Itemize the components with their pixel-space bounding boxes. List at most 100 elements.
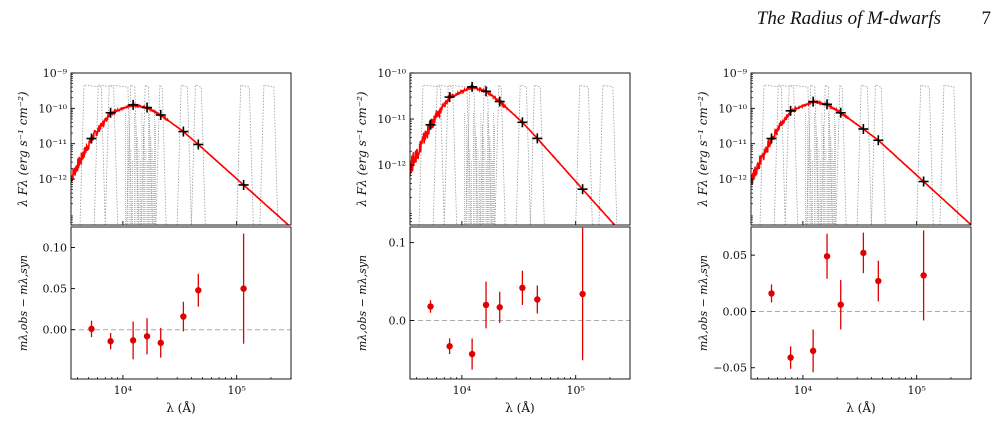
y-tick-label: 10⁻¹¹ xyxy=(377,113,406,126)
residual-point xyxy=(787,346,794,369)
photometry-point xyxy=(822,99,833,110)
x-axis-label: λ (Å) xyxy=(846,400,875,415)
residual-point xyxy=(534,285,541,314)
photometry-point xyxy=(532,133,543,144)
photometry-point xyxy=(577,184,588,195)
y-tick-label: 10⁻¹¹ xyxy=(38,138,67,151)
filter-curve xyxy=(871,84,886,225)
residual-marker xyxy=(446,343,453,350)
x-tick-label: 10⁴ xyxy=(453,384,472,397)
residual-point xyxy=(195,273,202,307)
x-axis-label: λ (Å) xyxy=(166,400,195,415)
residual-point xyxy=(180,301,187,332)
y-tick-label: 10⁻¹¹ xyxy=(718,138,747,151)
residual-marker xyxy=(579,290,586,298)
residual-marker xyxy=(875,277,882,285)
residual-marker xyxy=(768,290,775,297)
residual-y-axis-label: mλ,obs − mλ,syn xyxy=(356,255,369,351)
residual-plot-frame xyxy=(409,226,631,380)
residual-marker xyxy=(809,347,817,355)
residual-plot-frame xyxy=(750,226,972,380)
filter-curve xyxy=(259,84,279,225)
photometry-point xyxy=(105,107,116,118)
sed-panel-B: 10⁻¹⁰ 10⁻¹¹ 10⁻¹² λ Fλ (erg s⁻¹ cm⁻²) 0.0 0.1… xyxy=(355,67,631,415)
y-tick-label: 10⁻⁹ xyxy=(43,67,68,80)
filter-curve xyxy=(515,84,531,225)
filter-curve xyxy=(806,84,820,225)
y-tick-label: −0.05 xyxy=(713,362,747,375)
y-tick-label: 0.1 xyxy=(389,237,407,250)
y-tick-label: 10⁻¹² xyxy=(718,173,747,186)
flux-y-axis-label: λ Fλ (erg s⁻¹ cm⁻²) xyxy=(696,91,710,208)
residual-point xyxy=(875,260,882,302)
residual-marker xyxy=(129,337,137,344)
residual-marker xyxy=(837,301,844,308)
y-tick-label: 0.00 xyxy=(43,324,68,337)
residual-point xyxy=(920,230,927,321)
residual-marker xyxy=(88,325,95,333)
filter-curve xyxy=(432,84,458,225)
residual-marker xyxy=(157,339,164,347)
photometry-point xyxy=(918,176,929,187)
residual-marker xyxy=(860,249,867,257)
filter-curve xyxy=(126,84,140,225)
residual-point xyxy=(823,233,831,279)
photometry-point xyxy=(128,99,139,110)
photometry-point xyxy=(517,117,528,128)
filter-curve xyxy=(104,84,133,225)
photometry-point xyxy=(873,135,884,146)
x-tick-label: 10⁵ xyxy=(907,384,925,397)
photometry-point xyxy=(142,102,153,113)
photometry-point xyxy=(238,179,249,190)
residual-marker xyxy=(107,338,114,345)
model-spectrum-line xyxy=(71,102,290,225)
residual-point xyxy=(240,233,247,344)
running-title: The Radius of M-dwarfs xyxy=(756,8,941,29)
filter-curve xyxy=(939,84,959,225)
y-tick-label: 10⁻¹⁰ xyxy=(718,102,747,115)
residual-marker xyxy=(534,296,541,303)
residual-point xyxy=(837,279,844,330)
flux-y-axis-label: λ Fλ (erg s⁻¹ cm⁻²) xyxy=(16,91,30,208)
photometry-point xyxy=(86,133,97,144)
photometry-point xyxy=(155,109,166,120)
residual-marker xyxy=(519,284,526,291)
residual-point xyxy=(107,332,114,350)
filter-curve xyxy=(773,84,799,225)
residual-point xyxy=(519,270,526,305)
residual-plot-frame xyxy=(70,226,292,380)
photometry-point xyxy=(835,107,846,118)
photometry-point xyxy=(481,86,492,97)
residual-point xyxy=(129,321,137,360)
y-tick-label: 0.0 xyxy=(389,315,407,328)
filter-curve xyxy=(236,84,254,225)
residual-marker xyxy=(823,253,831,260)
y-tick-label: 10⁻¹² xyxy=(38,173,67,186)
filter-curve xyxy=(916,84,934,225)
filter-curve xyxy=(155,84,167,225)
y-tick-label: 10⁻¹⁰ xyxy=(38,102,67,115)
residual-point xyxy=(579,227,586,361)
filter-curve xyxy=(835,84,847,225)
residual-point xyxy=(482,281,490,329)
residual-marker xyxy=(496,304,503,311)
flux-plot-area xyxy=(71,84,290,225)
y-tick-label: 0.00 xyxy=(723,305,748,318)
filter-curve xyxy=(443,84,472,225)
residual-point xyxy=(809,329,817,373)
filter-curve xyxy=(856,84,872,225)
photometry-point xyxy=(178,126,189,137)
residual-point xyxy=(427,300,434,313)
filter-curve xyxy=(494,84,506,225)
photometry-point xyxy=(858,124,869,135)
sed-panel-C: 10⁻⁹ 10⁻¹⁰ 10⁻¹¹ 10⁻¹² λ Fλ (erg s⁻¹ cm⁻²) −0… xyxy=(696,67,972,415)
photometry-point xyxy=(494,96,505,107)
residual-marker xyxy=(195,287,202,294)
flux-plot-area xyxy=(751,84,971,225)
residual-point xyxy=(860,232,867,274)
residual-point xyxy=(468,338,476,370)
y-tick-label: 0.10 xyxy=(43,242,68,255)
model-spectrum-line xyxy=(751,99,971,225)
y-tick-label: 10⁻¹⁰ xyxy=(377,67,406,80)
x-tick-label: 10⁴ xyxy=(794,384,813,397)
